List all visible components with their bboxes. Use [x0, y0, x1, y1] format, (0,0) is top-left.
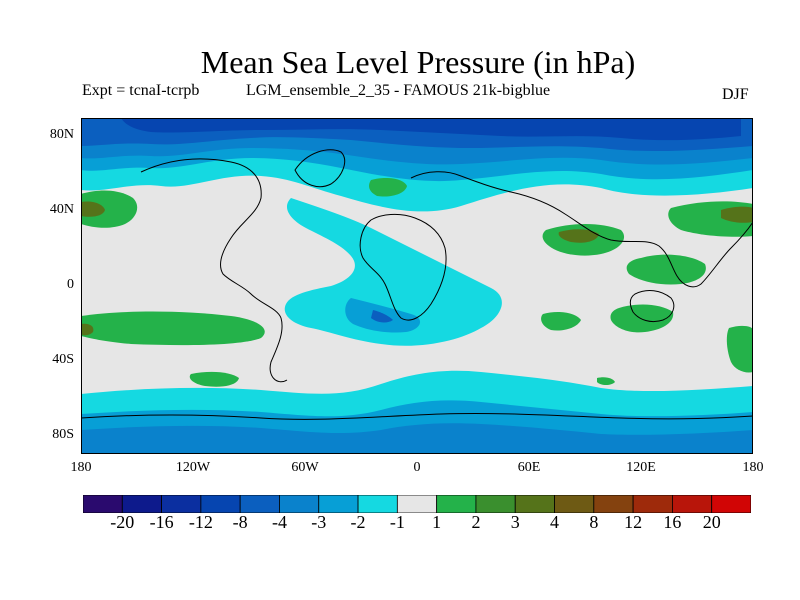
colorbar-tick-label: 20 [702, 512, 721, 532]
asia-high-core [558, 229, 599, 243]
colorbar-swatch [514, 495, 555, 513]
s-atlantic-high [541, 312, 581, 331]
se-pacific-high [726, 325, 753, 373]
colorbar-swatch [672, 495, 713, 513]
colorbar-swatch [161, 495, 202, 513]
colorbar [83, 495, 751, 513]
colorbar-swatch [554, 495, 595, 513]
colorbar-swatch [632, 495, 673, 513]
maritime-high [626, 254, 706, 285]
s-pacific-high-core [81, 323, 94, 336]
colorbar-swatch [121, 495, 162, 513]
coastlines [81, 149, 753, 420]
lat-label-40s: 40S [52, 352, 74, 367]
colorbar-swatch [593, 495, 634, 513]
map-title: Mean Sea Level Pressure (in hPa) [200, 44, 636, 80]
colorbar-tick-label: -12 [188, 512, 213, 532]
colorbar-swatch [200, 495, 241, 513]
colorbar-swatch [436, 495, 477, 513]
lon-label-120w: 120W [175, 460, 211, 475]
colorbar-tick-label: -20 [110, 512, 135, 532]
w-pacific-high-core [721, 206, 753, 223]
colorbar-swatch [396, 495, 438, 513]
colorbar-swatch [239, 495, 280, 513]
colorbar-tick-label: -8 [232, 512, 248, 532]
atlantic-negative-tongue [284, 198, 502, 346]
s-pacific-high-2 [189, 371, 239, 387]
lon-label-0: 0 [413, 460, 421, 475]
lat-label-equator: 0 [67, 277, 74, 292]
colorbar-tick-label: 8 [589, 512, 599, 532]
colorbar-tick-label: -2 [350, 512, 366, 532]
map-frame [81, 118, 753, 454]
n-pacific-high-core [81, 201, 105, 217]
colorbar-tick-label: -3 [311, 512, 327, 532]
lat-label-40n: 40N [49, 202, 74, 217]
colorbar-swatch [279, 495, 320, 513]
colorbar-swatch [357, 495, 398, 513]
colorbar-tick-label: 4 [550, 512, 560, 532]
colorbar-tick-label: -1 [389, 512, 405, 532]
colorbar-swatch [475, 495, 516, 513]
colorbar-tick-label: 2 [471, 512, 481, 532]
colorbar-swatch [83, 495, 123, 513]
s-pacific-high [81, 311, 265, 346]
lat-label-80s: 80S [52, 427, 74, 442]
season-label: DJF [722, 86, 749, 103]
southern-atlantic-core [371, 310, 393, 323]
colorbar-swatch [318, 495, 359, 513]
lat-label-80n: 80N [49, 127, 74, 142]
colorbar-tick-label: -16 [149, 512, 174, 532]
colorbar-tick-label: 1 [432, 512, 442, 532]
lon-label-180e: 180 [742, 460, 764, 475]
colorbar-tick-label: 16 [663, 512, 682, 532]
australia-high [610, 304, 674, 333]
n-pacific-high [81, 190, 138, 228]
colorbar-tick-label: -4 [271, 512, 287, 532]
s-indian-high [597, 377, 615, 385]
colorbar-swatch [711, 495, 751, 513]
pressure-map [81, 118, 753, 454]
n-atlantic-high [369, 178, 407, 197]
run-label: LGM_ensemble_2_35 - FAMOUS 21k-bigblue [246, 82, 551, 99]
colorbar-tick-label: 3 [510, 512, 520, 532]
colorbar-tick-label: 12 [624, 512, 643, 532]
lon-label-60w: 60W [291, 460, 319, 475]
lon-label-60e: 60E [517, 460, 541, 475]
lon-label-120e: 120E [626, 460, 656, 475]
arctic-negative-deep [121, 118, 741, 141]
southern-ocean-strong [81, 423, 753, 454]
experiment-label: Expt = tcnaI-tcrpb [82, 82, 200, 99]
lon-label-180w: 180 [70, 460, 92, 475]
